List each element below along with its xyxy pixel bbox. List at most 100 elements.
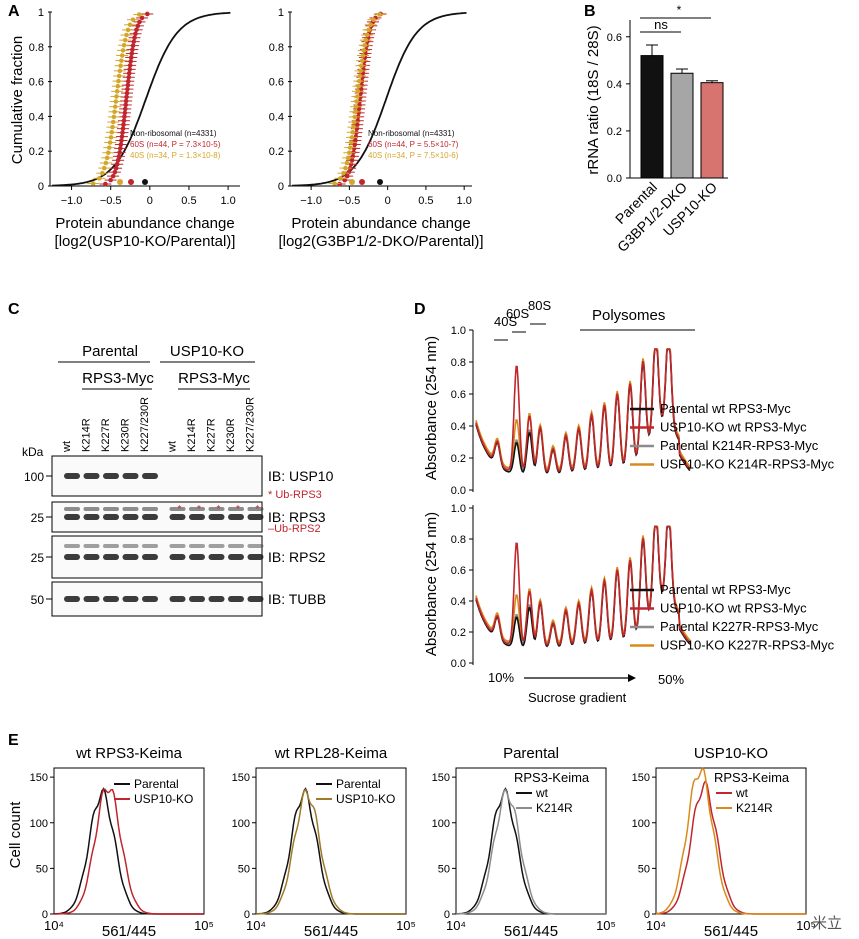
data-point [126, 74, 132, 80]
cdf-left-legend-40s: 40S (n=34, P = 1.3×10-8) [130, 151, 221, 160]
western-blot: Parental USP10-KO RPS3-Myc RPS3-Myc wt K2… [22, 343, 334, 617]
data-point [377, 12, 382, 17]
gradient-xlabel: Sucrose gradient [528, 690, 627, 705]
band-upper [83, 507, 100, 511]
y-tick-label: 0.8 [451, 534, 466, 546]
y-tick-label: 0.0 [451, 658, 466, 670]
y-tick-label: 0.2 [29, 146, 44, 158]
data-point [122, 110, 128, 116]
data-point [109, 129, 115, 135]
legend-label: wt [735, 786, 749, 800]
x-tick-label: 1.0 [220, 195, 235, 207]
profile-trace [475, 525, 691, 646]
legend-label: USP10-KO wt RPS3-Myc [660, 601, 807, 616]
mw-marker: 100 [24, 470, 44, 484]
x-tick-label: −1.0 [300, 195, 322, 207]
label-60s: 60S [506, 306, 529, 321]
data-point [119, 53, 125, 58]
sig-label-star: * [677, 3, 682, 17]
y-tick-label: 100 [232, 818, 250, 830]
data-point [108, 135, 114, 140]
median-nonribo-dot [142, 179, 148, 185]
x-tick-1e4: 10⁴ [246, 918, 266, 933]
panel-label-a: A [8, 3, 20, 20]
band [189, 596, 205, 602]
cdf-right-xlabel-2: [log2(G3BP1/2-DKO/Parental)] [278, 233, 483, 250]
y-tick-label: 0 [42, 909, 48, 921]
cdf-right-legend-60s: 60S (n=44, P = 5.5×10-7) [368, 140, 459, 149]
histogram-title: Parental [503, 745, 559, 762]
ub-asterisk: * [197, 504, 201, 515]
data-point [341, 170, 346, 176]
x-tick-label: −1.0 [61, 195, 83, 207]
data-point [134, 27, 139, 33]
histogram-plot: USP10-KO 0 50 100 150 10⁴ 10⁵ 561/445 RPS3-Keima… [632, 745, 816, 939]
x-tick-1e5: 10⁵ [596, 918, 616, 933]
cdf-left-legend-60s: 60S (n=44, P = 7.3×10-5) [130, 140, 221, 149]
data-point [119, 58, 124, 63]
profile-trace [475, 348, 691, 473]
legend-label: Parental K214R-RPS3-Myc [660, 438, 819, 453]
legend-label: USP10-KO wt RPS3-Myc [660, 420, 807, 435]
data-point [126, 70, 132, 76]
data-point [127, 67, 132, 72]
data-point [353, 104, 359, 109]
data-point [359, 63, 364, 69]
data-point [346, 169, 352, 175]
data-point [363, 37, 369, 43]
histogram-xlabel: 561/445 [304, 923, 358, 939]
cdf-right-legend-nonribo: Non-ribosomal (n=4331) [368, 129, 455, 138]
cdf-left-xlabel-1: Protein abundance change [55, 215, 234, 232]
legend-label: USP10-KO [336, 792, 395, 806]
lane-label: wt [167, 441, 179, 453]
ub-asterisk: * [178, 504, 182, 515]
band [103, 473, 119, 479]
y-tick-label: 50 [438, 863, 450, 875]
data-point [343, 165, 348, 171]
blot-antibody-label: IB: TUBB [268, 591, 326, 607]
bar-chart-rrna: 0.00.20.40.6 * ns ParentalG3BP1/2-DKOUSP… [607, 3, 728, 255]
band [122, 514, 139, 520]
data-point [357, 102, 362, 108]
data-point [350, 129, 356, 135]
data-point [110, 119, 116, 125]
data-point [132, 35, 137, 41]
data-point [352, 142, 358, 147]
ub-asterisk: * [217, 504, 221, 515]
data-point [352, 114, 358, 120]
band [142, 473, 158, 479]
histogram-frame [255, 767, 407, 915]
data-point [120, 126, 126, 131]
data-point [122, 37, 128, 43]
histogram-title: wt RPS3-Keima [75, 745, 183, 762]
legend-label: USP10-KO K227R-RPS3-Myc [660, 638, 835, 653]
y-tick-label: 0 [278, 181, 284, 193]
data-point [112, 104, 118, 109]
x-tick-1e4: 10⁴ [44, 918, 64, 933]
data-point [123, 98, 129, 104]
y-tick-label: 0.2 [607, 126, 622, 138]
y-tick-label: 0.4 [451, 421, 466, 433]
cdf-right-nonribosomal-line [292, 12, 467, 187]
band [83, 554, 100, 560]
y-tick-label: 0.6 [607, 32, 622, 44]
band-upper [169, 544, 186, 548]
y-tick-label: 0.8 [451, 357, 466, 369]
histogram-legend-title: RPS3-Keima [714, 770, 790, 785]
data-point [332, 181, 337, 186]
data-point [347, 145, 353, 150]
y-tick-label: 150 [30, 772, 48, 784]
band [122, 596, 139, 602]
bar [700, 82, 724, 179]
cdf-left-40s-points [87, 12, 146, 186]
data-point [355, 89, 361, 94]
band-upper [228, 544, 244, 548]
data-point [119, 134, 125, 139]
data-point [353, 138, 358, 143]
y-tick-label: 0.6 [451, 565, 466, 577]
data-point [128, 59, 133, 64]
data-point [103, 181, 108, 187]
band [247, 554, 264, 560]
mw-marker: 50 [31, 593, 45, 607]
histogram-xlabel: 561/445 [704, 923, 758, 939]
